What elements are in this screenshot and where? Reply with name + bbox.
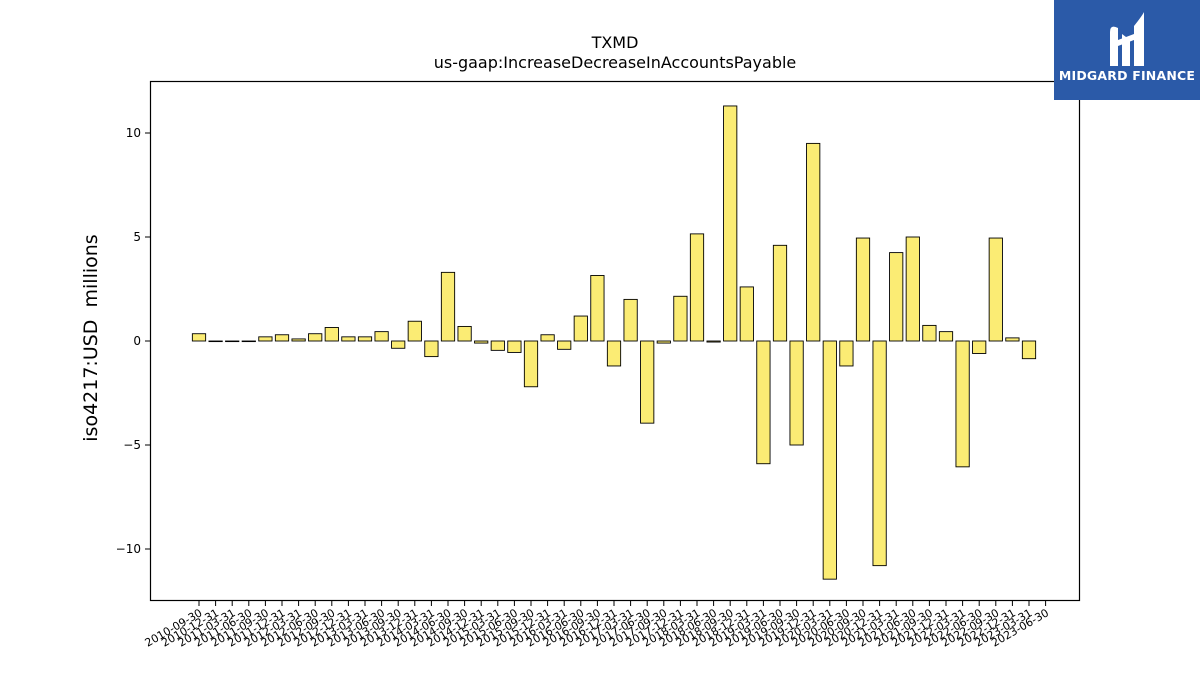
bar-2012-09-30 xyxy=(324,327,339,342)
bar-2023-03-31 xyxy=(1021,340,1037,360)
bar-2013-06-30 xyxy=(374,331,389,342)
bar-2021-06-30 xyxy=(905,236,920,342)
bar-2020-03-31 xyxy=(822,340,837,580)
bar-2012-06-30 xyxy=(308,333,323,342)
bar-2021-12-31 xyxy=(938,331,954,342)
y-tick-label: 10 xyxy=(126,126,141,140)
bar-2013-09-30 xyxy=(391,340,406,349)
bar-2020-12-31 xyxy=(872,340,887,567)
bar-2019-12-31 xyxy=(806,142,821,342)
y-tick-label: 0 xyxy=(133,334,141,348)
y-axis-label: iso4217:USD millions xyxy=(80,234,102,441)
bar-2022-12-31 xyxy=(1005,337,1020,342)
bar-2016-12-31 xyxy=(606,340,622,367)
y-tick-label: −10 xyxy=(116,542,141,556)
bar-2022-03-31 xyxy=(955,340,970,468)
bar-2013-12-31 xyxy=(407,320,422,342)
bar-2015-06-30 xyxy=(507,340,522,353)
bar-2022-06-30 xyxy=(972,340,987,354)
bar-2021-03-31 xyxy=(889,252,904,342)
bar-2015-03-31 xyxy=(490,340,505,351)
bar-2012-12-31 xyxy=(341,336,356,342)
bar-2020-09-30 xyxy=(855,237,871,342)
bar-2019-09-30 xyxy=(789,340,804,446)
bar-2014-03-31 xyxy=(424,340,439,358)
y-tick-label: 5 xyxy=(133,230,141,244)
bar-2014-12-31 xyxy=(474,340,489,344)
brand-logo: MIDGARD FINANCE xyxy=(1054,0,1200,100)
brand-name: MIDGARD FINANCE xyxy=(1058,68,1196,83)
bar-2015-09-30 xyxy=(523,340,539,388)
bar-2012-03-31 xyxy=(291,338,306,342)
bar-2019-03-31 xyxy=(756,340,771,465)
plot-frame xyxy=(149,80,1081,602)
bar-2020-06-30 xyxy=(839,340,854,367)
bars-layer xyxy=(191,105,1037,580)
bar-2021-09-30 xyxy=(922,324,937,342)
y-tick-label: −5 xyxy=(123,438,141,452)
bar-2016-03-31 xyxy=(557,340,572,350)
chart-subtitle: us-gaap:IncreaseDecreaseInAccountsPayabl… xyxy=(434,53,797,72)
bar-2017-06-30 xyxy=(640,340,655,424)
bar-2018-03-31 xyxy=(689,233,705,342)
bar-2022-09-30 xyxy=(988,237,1003,342)
bar-2017-03-31 xyxy=(623,298,638,342)
bar-2011-09-30 xyxy=(258,336,273,342)
bar-2018-06-30 xyxy=(706,340,721,343)
bar-2018-09-30 xyxy=(723,105,738,342)
bar-2016-09-30 xyxy=(590,275,605,342)
bar-2010-12-31 xyxy=(208,340,223,343)
midgard-logo-icon xyxy=(1110,12,1144,67)
bar-2019-06-30 xyxy=(772,244,788,342)
bar-2011-06-30 xyxy=(241,340,256,343)
y-ticks: −10 −5 0 5 10 xyxy=(116,126,150,556)
bar-2018-12-31 xyxy=(739,286,754,342)
bar-2010-09-30 xyxy=(191,333,207,342)
bar-2013-03-31 xyxy=(357,336,373,342)
bar-2011-12-31 xyxy=(274,334,290,342)
bar-2015-12-31 xyxy=(540,334,555,342)
bar-2016-06-30 xyxy=(573,315,588,342)
bar-2011-03-31 xyxy=(225,340,240,343)
bar-2014-06-30 xyxy=(440,271,456,342)
bar-2017-09-30 xyxy=(656,340,671,344)
chart-title: TXMD xyxy=(591,33,639,52)
bar-2017-12-31 xyxy=(673,295,688,342)
bar-2014-09-30 xyxy=(457,325,472,342)
x-ticks: 2010-09-302010-12-312011-03-312011-06-30… xyxy=(143,601,1051,650)
